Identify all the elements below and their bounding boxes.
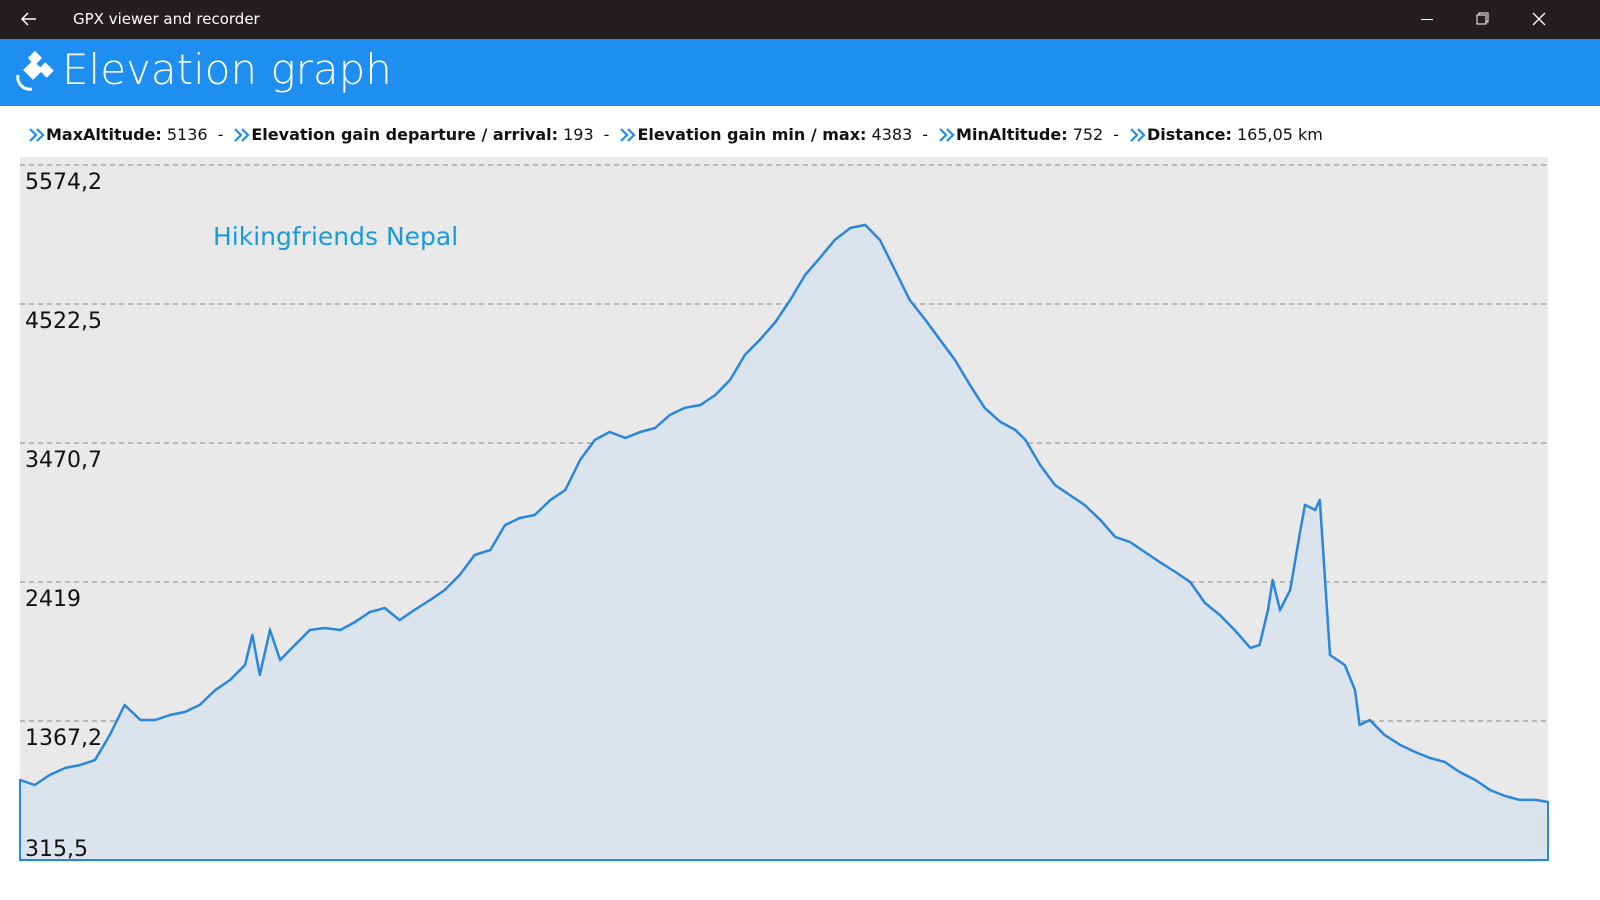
- stat-value: 165,05 km: [1236, 125, 1323, 144]
- stat-value: 752: [1072, 125, 1104, 144]
- stat-label: Elevation gain departure / arrival:: [251, 125, 559, 144]
- chevron-icon: [939, 127, 955, 142]
- window-title: GPX viewer and recorder: [73, 10, 260, 28]
- separator: -: [217, 125, 224, 144]
- stat-label: Elevation gain min / max:: [637, 125, 867, 144]
- stat-label-wrap: MinAltitude:: [956, 125, 1068, 144]
- stat-label: Distance:: [1147, 125, 1232, 144]
- stats-bar: MaxAltitude: 5136- Elevation gain departu…: [28, 124, 1323, 144]
- separator: -: [1113, 125, 1120, 144]
- stat-label-wrap: Elevation gain departure / arrival:: [251, 125, 558, 144]
- y-tick-label: 1367,2: [25, 726, 102, 751]
- chevron-icon: [620, 127, 637, 142]
- chevron-icon: [1130, 127, 1146, 142]
- stat-value: 5136: [166, 125, 208, 144]
- satellite-icon: [16, 50, 54, 91]
- chevron-icon: [29, 127, 45, 142]
- elevation-line: [19, 223, 1549, 804]
- page-title: Elevation graph: [62, 45, 392, 94]
- annotation: Hikingfriends Nepal: [213, 222, 458, 251]
- stat-label-wrap: Elevation gain min / max:: [637, 125, 866, 144]
- y-tick-label: 4522,5: [25, 309, 102, 334]
- y-tick-label: 5574,2: [25, 170, 102, 195]
- minimize-button[interactable]: [1406, 0, 1446, 39]
- y-tick-label: 2419: [25, 587, 81, 612]
- chart: Hikingfriends Nepal 315,5 1367,2 2419 3470,…: [19, 157, 1549, 862]
- separator: -: [922, 125, 929, 144]
- stat-label-wrap: MaxAltitude:: [46, 125, 162, 144]
- back-button[interactable]: [10, 0, 50, 39]
- separator: -: [603, 125, 610, 144]
- stat-label: MinAltitude:: [956, 125, 1068, 144]
- close-button[interactable]: [1518, 0, 1558, 39]
- header: Elevation graph: [0, 39, 1600, 106]
- chevron-icon: [234, 127, 250, 142]
- y-tick-label: 315,5: [25, 837, 88, 862]
- title-bar: GPX viewer and recorder: [0, 0, 1600, 39]
- stat-value: 4383: [871, 125, 913, 144]
- y-tick-label: 3470,7: [25, 448, 102, 473]
- restore-button[interactable]: [1462, 0, 1502, 39]
- stat-label-wrap: Distance:: [1147, 125, 1232, 144]
- stat-label: MaxAltitude:: [46, 125, 162, 144]
- stat-value: 193: [563, 125, 594, 144]
